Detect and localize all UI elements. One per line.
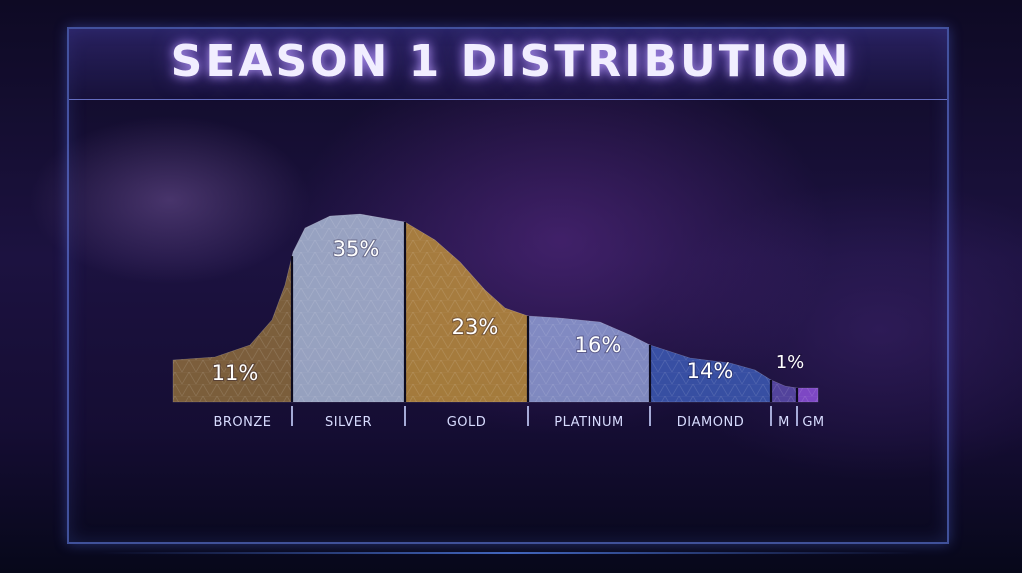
chart-frame [67,27,949,544]
area-texture-diamond [650,345,771,402]
value-label-diamond: 14% [687,359,734,383]
area-texture-bronze [173,256,292,402]
value-label-gold: 23% [452,315,499,339]
value-label-platinum: 16% [575,333,622,357]
category-label-gold: GOLD [447,415,487,430]
value-label-bronze: 11% [212,361,259,385]
category-label-platinum: PLATINUM [554,415,624,430]
title-band [69,29,947,100]
area-texture-platinum [528,316,650,402]
category-label-diamond: DIAMOND [677,415,744,430]
category-label-silver: SILVER [325,415,372,430]
area-texture-gold [405,222,528,402]
area-texture-gm [797,388,818,402]
value-label-m: 1% [776,352,805,373]
area-texture-m [771,380,797,402]
value-label-silver: 35% [333,237,380,261]
category-label-m: M [778,415,790,430]
bottom-glow-line [100,552,920,554]
category-label-gm: GM [802,415,824,430]
area-texture-silver [292,214,405,402]
chart-title: SEASON 1 DISTRIBUTION [170,36,852,87]
category-label-bronze: BRONZE [213,415,271,430]
